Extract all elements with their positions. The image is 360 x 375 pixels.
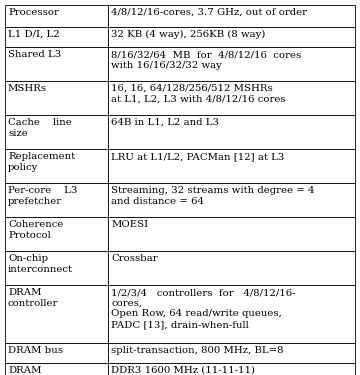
Bar: [5, 363, 108, 375]
Bar: [108, 363, 355, 375]
Bar: [5, 285, 108, 343]
Bar: [108, 81, 355, 115]
Text: Streaming, 32 streams with degree = 4
and distance = 64: Streaming, 32 streams with degree = 4 an…: [111, 186, 315, 206]
Text: 8/16/32/64  MB  for  4/8/12/16  cores
with 16/16/32/32 way: 8/16/32/64 MB for 4/8/12/16 cores with 1…: [111, 50, 302, 70]
Text: L1 D/I, L2: L1 D/I, L2: [8, 30, 60, 39]
Bar: [108, 5, 355, 27]
Text: LRU at L1/L2, PACMan [12] at L3: LRU at L1/L2, PACMan [12] at L3: [111, 152, 285, 161]
Bar: [5, 343, 108, 363]
Bar: [5, 149, 108, 183]
Text: DDR3 1600 MHz (11-11-11)
2 Ranks/Channel and 8 Banks/Rank,
Max bandwidth/channel: DDR3 1600 MHz (11-11-11) 2 Ranks/Channel…: [111, 366, 307, 375]
Bar: [108, 27, 355, 47]
Bar: [108, 183, 355, 217]
Bar: [5, 115, 108, 149]
Text: split-transaction, 800 MHz, BL=8: split-transaction, 800 MHz, BL=8: [111, 346, 284, 355]
Text: DRAM bus: DRAM bus: [8, 346, 63, 355]
Text: DRAM
controller: DRAM controller: [8, 288, 58, 308]
Bar: [108, 285, 355, 343]
Text: 4/8/12/16-cores, 3.7 GHz, out of order: 4/8/12/16-cores, 3.7 GHz, out of order: [111, 8, 307, 17]
Bar: [5, 251, 108, 285]
Text: 64B in L1, L2 and L3: 64B in L1, L2 and L3: [111, 118, 219, 127]
Text: 32 KB (4 way), 256KB (8 way): 32 KB (4 way), 256KB (8 way): [111, 30, 266, 39]
Bar: [5, 183, 108, 217]
Text: Coherence
Protocol: Coherence Protocol: [8, 220, 63, 240]
Text: Cache    line
size: Cache line size: [8, 118, 72, 138]
Bar: [5, 217, 108, 251]
Text: DRAM: DRAM: [8, 366, 41, 375]
Text: Shared L3: Shared L3: [8, 50, 61, 59]
Bar: [108, 115, 355, 149]
Text: Crossbar: Crossbar: [111, 254, 158, 263]
Text: MOESI: MOESI: [111, 220, 148, 229]
Text: 1/2/3/4   controllers  for   4/8/12/16-
cores,
Open Row, 64 read/write queues,
P: 1/2/3/4 controllers for 4/8/12/16- cores…: [111, 288, 296, 329]
Bar: [108, 149, 355, 183]
Text: MSHRs: MSHRs: [8, 84, 47, 93]
Bar: [108, 47, 355, 81]
Bar: [108, 343, 355, 363]
Text: On-chip
interconnect: On-chip interconnect: [8, 254, 73, 274]
Bar: [108, 217, 355, 251]
Text: Replacement
policy: Replacement policy: [8, 152, 75, 172]
Bar: [5, 5, 108, 27]
Bar: [108, 251, 355, 285]
Bar: [5, 47, 108, 81]
Text: 16, 16, 64/128/256/512 MSHRs
at L1, L2, L3 with 4/8/12/16 cores: 16, 16, 64/128/256/512 MSHRs at L1, L2, …: [111, 84, 286, 104]
Text: Processor: Processor: [8, 8, 59, 17]
Text: Per-core    L3
prefetcher: Per-core L3 prefetcher: [8, 186, 77, 206]
Bar: [5, 27, 108, 47]
Bar: [5, 81, 108, 115]
